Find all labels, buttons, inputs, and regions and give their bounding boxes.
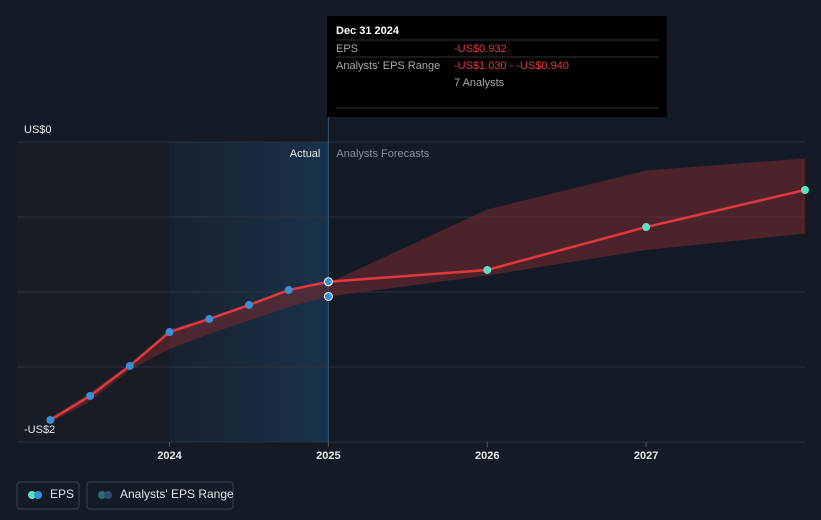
legend-swatch	[104, 491, 112, 499]
eps-marker	[801, 186, 809, 194]
legend-swatch	[98, 491, 106, 499]
y-tick-label: US$0	[24, 124, 52, 136]
eps-marker	[125, 361, 134, 370]
tooltip-analysts: 7 Analysts	[454, 77, 505, 89]
eps-marker	[244, 301, 253, 310]
eps-marker	[642, 223, 651, 232]
tooltip-value: -US$0.932	[454, 43, 507, 55]
eps-marker	[483, 265, 492, 274]
x-tick-label: 2027	[634, 450, 658, 462]
legend-label: Analysts' EPS Range	[120, 487, 234, 501]
eps-marker	[284, 286, 293, 295]
actual-label: Actual	[290, 148, 321, 160]
legend-swatch	[34, 491, 42, 499]
tooltip-box	[327, 16, 667, 117]
tooltip: Dec 31 2024 EPS -US$0.932 Analysts' EPS …	[327, 16, 667, 117]
eps-marker	[323, 277, 333, 287]
forecast-label: Analysts Forecasts	[336, 148, 429, 160]
y-tick-label: -US$2	[24, 424, 55, 436]
legend-item[interactable]	[86, 481, 234, 510]
tooltip-date: Dec 31 2024	[336, 25, 400, 37]
eps-marker	[205, 315, 214, 323]
eps-marker	[46, 415, 55, 424]
x-tick-label: 2026	[475, 450, 499, 462]
x-tick-label: 2025	[316, 450, 340, 462]
range-marker	[323, 292, 333, 301]
legend-item[interactable]	[16, 481, 80, 510]
legend-label: EPS	[50, 487, 74, 501]
tooltip-label: Analysts' EPS Range	[336, 60, 440, 72]
legend-swatch	[28, 491, 36, 499]
eps-marker	[165, 328, 174, 337]
tooltip-label: EPS	[336, 43, 358, 55]
legend: EPS Analysts' EPS Range	[16, 481, 234, 510]
range-band	[50, 158, 805, 423]
eps-marker	[86, 391, 95, 400]
tooltip-value: -US$1.030 - -US$0.940	[454, 60, 569, 72]
marks	[46, 117, 809, 442]
x-tick-label: 2024	[157, 450, 182, 462]
